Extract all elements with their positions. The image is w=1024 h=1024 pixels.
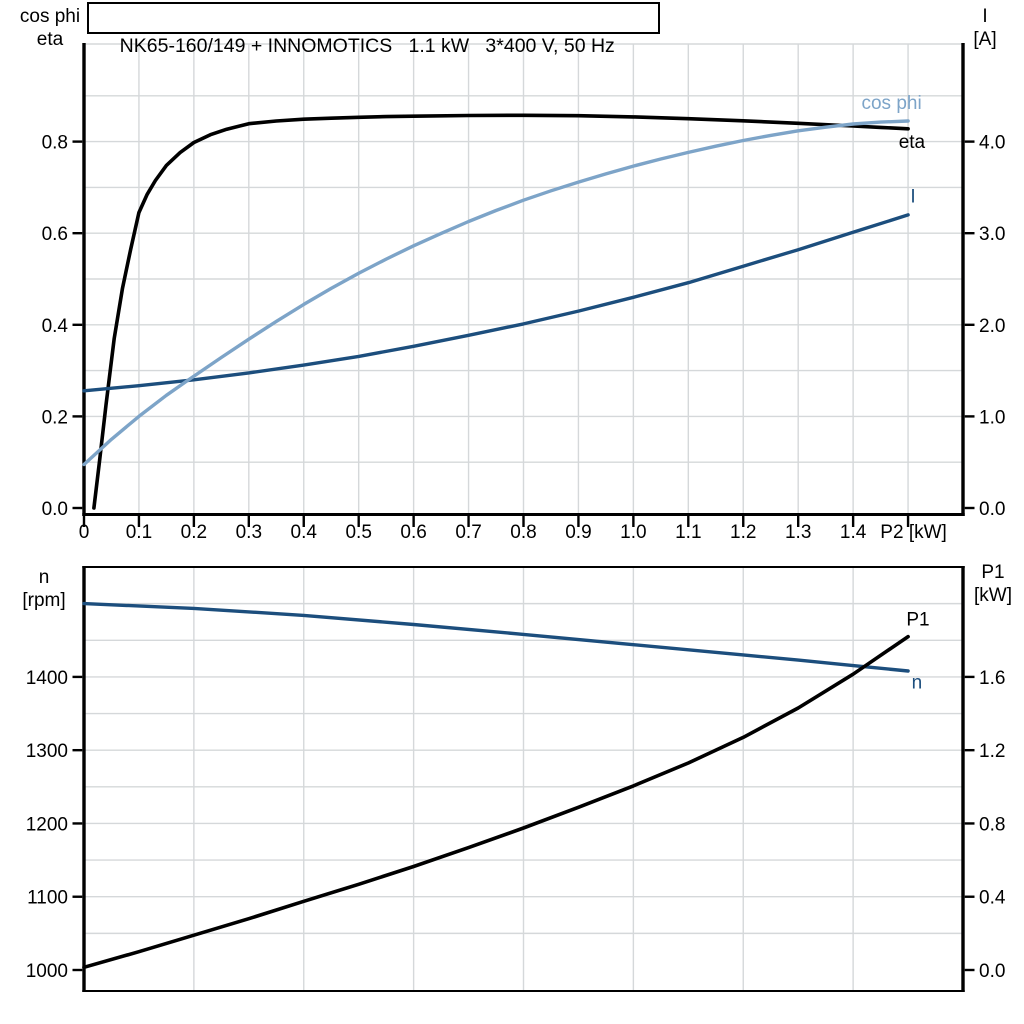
chart1-right-tick-label: 0.0 — [979, 499, 1005, 520]
chart2-left-tick-label: 1300 — [26, 741, 68, 762]
speed-curve-label: n — [912, 672, 923, 693]
eta-curve-label: eta — [899, 132, 926, 153]
chart2-right-tick-label: 0.0 — [979, 961, 1005, 982]
current-curve-label: I — [910, 187, 915, 208]
speed-axis-unit: [rpm] — [22, 590, 66, 611]
eta-axis-label: eta — [36, 29, 64, 50]
bottom-chart-left-axis-title: n [rpm] — [2, 566, 86, 612]
input-power-curve — [82, 634, 910, 970]
chart1-left-tick-label: 0.4 — [42, 316, 69, 337]
eta-curve — [92, 113, 910, 510]
chart1-left-tick-label: 0.6 — [42, 224, 68, 245]
top-chart-right-axis-title: I [A] — [954, 5, 1016, 51]
bottom-chart-right-axis-title: P1 [kW] — [962, 561, 1024, 607]
chart1-x-tick-label: 1.2 — [730, 522, 756, 543]
input-power-curve-label: P1 — [906, 609, 929, 630]
chart1-right-tick-label: 1.0 — [979, 407, 1005, 428]
chart1-x-tick-label: 1.4 — [840, 522, 867, 543]
chart2-left-tick-label: 1400 — [26, 668, 68, 689]
chart2-right-tick-label: 0.8 — [979, 814, 1005, 835]
chart1-right-tick-label: 2.0 — [979, 316, 1005, 337]
chart-title-box: NK65-160/149 + INNOMOTICS 1.1 kW 3*400 V… — [87, 2, 660, 57]
chart1-left-tick-label: 0.0 — [42, 499, 68, 520]
chart2-right-tick-label: 1.6 — [979, 668, 1005, 689]
speed-curve — [82, 601, 910, 673]
cos-phi-curve-label: cos phi — [861, 93, 921, 114]
chart1-x-tick-label: 1.0 — [620, 522, 646, 543]
chart1: 0 0.1 0.2 0.3 0.4 0.5 0.6 0.7 0.8 0.9 1.0 1.1 1.2 1.3… — [42, 43, 1005, 543]
chart2-left-tick-label: 1000 — [26, 961, 68, 982]
chart2-left-tick-label: 1200 — [26, 814, 68, 835]
input-power-axis-unit: [kW] — [974, 585, 1012, 606]
chart1-x-tick-label: 0 — [79, 522, 90, 543]
current-curve — [82, 213, 910, 393]
input-power-axis-label: P1 — [981, 562, 1005, 583]
chart2-right-tick-label: 1.2 — [979, 741, 1005, 762]
chart1-x-tick-label: 0.7 — [455, 522, 481, 543]
speed-axis-label: n — [38, 567, 50, 588]
chart1-right-tick-label: 3.0 — [979, 224, 1005, 245]
cos-phi-axis-label: cos phi — [19, 6, 81, 27]
chart1-x-tick-label: 0.5 — [345, 522, 371, 543]
cos-phi-curve — [82, 119, 910, 467]
chart1-x-tick-label: 1.1 — [675, 522, 701, 543]
chart1-x-tick-label: 0.6 — [400, 522, 426, 543]
top-chart-left-axis-title: cos phi eta — [8, 5, 92, 51]
chart1-x-tick-label: 0.8 — [510, 522, 536, 543]
chart1-left-tick-label: 0.2 — [42, 407, 68, 428]
chart2-right-tick-label: 0.4 — [979, 888, 1006, 909]
chart2-left-tick-label: 1100 — [27, 888, 68, 909]
chart1-x-tick-label: 1.3 — [785, 522, 811, 543]
chart1-right-tick-label: 4.0 — [979, 133, 1005, 154]
chart1-x-tick-label: 0.2 — [181, 522, 207, 543]
chart1-left-tick-label: 0.8 — [42, 133, 68, 154]
current-axis-unit: [A] — [973, 29, 997, 50]
chart1-x-axis-unit-label: P2 [kW] — [880, 522, 947, 543]
chart2: 1000 1100 1200 1300 1400 0.0 0.4 0.8 1.2 1.6 n P1 — [26, 566, 1006, 992]
chart-title: NK65-160/149 + INNOMOTICS 1.1 kW 3*400 V… — [119, 35, 615, 57]
chart1-x-tick-label: 0.3 — [236, 522, 262, 543]
chart1-x-tick-label: 0.1 — [126, 522, 152, 543]
chart1-x-tick-label: 0.9 — [565, 522, 591, 543]
chart1-x-tick-label: 0.4 — [291, 522, 318, 543]
current-axis-label: I — [982, 6, 988, 27]
